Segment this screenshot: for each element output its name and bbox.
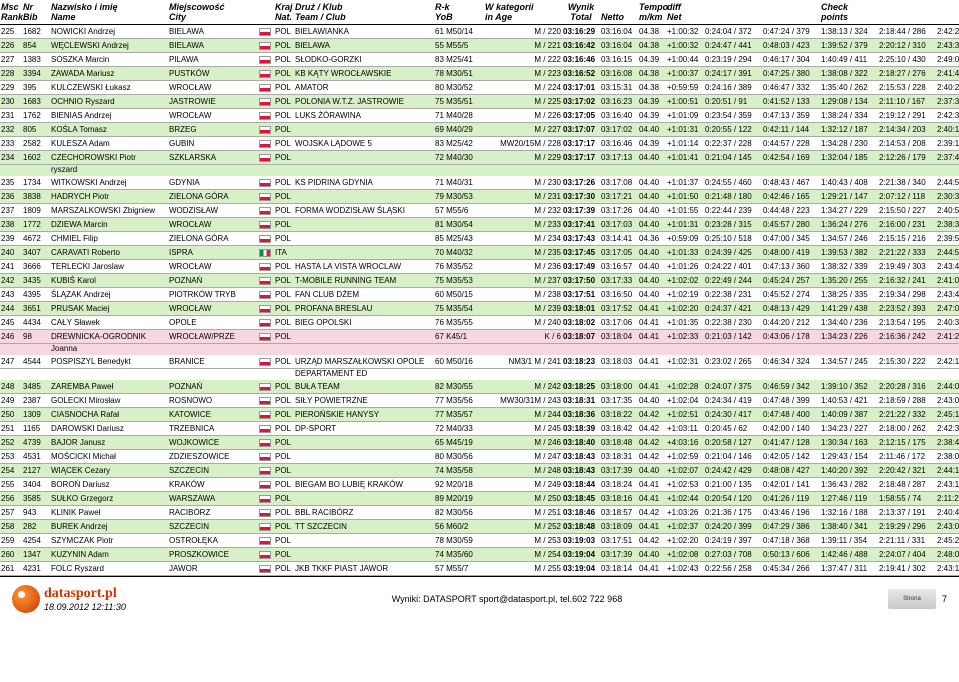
table-row: 2332582KULESZA AdamGUBINPOLWOJSKA LĄDOWE…: [0, 137, 959, 151]
footer: datasport.pl 18.09.2012 12:11:30 Wyniki:…: [0, 576, 959, 621]
col-diff: diffNet: [666, 0, 704, 25]
table-row: 2311762BIENIAS AndrzejWROCŁAWPOLLUKS ŻÓR…: [0, 109, 959, 123]
col-age: W kategoriiin Age: [484, 0, 562, 25]
col-wynik-total: WynikTotal: [562, 0, 600, 25]
col-nat: KrajNat.: [274, 0, 294, 25]
col-cp2: [762, 0, 820, 25]
col-tempo: Tempom/km: [638, 0, 666, 25]
table-row: 2454434CAŁY SławekOPOLEPOLBIEG OPOLSKI76…: [0, 316, 959, 330]
table-row: 226854WĘCLEWSKI AndrzejBIELAWAPOLBIELAWA…: [0, 39, 959, 53]
table-subrow: ryszard: [0, 165, 959, 177]
table-row: 257943KLINIK PawełRACIBÓRZPOLBBL RACIBÓR…: [0, 506, 959, 520]
credits: Wyniki: DATASPORT sport@datasport.pl, te…: [392, 594, 623, 604]
table-subrow: Joanna: [0, 344, 959, 356]
table-row: 258282BUREK AndrzejSZCZECINPOLTT SZCZECI…: [0, 520, 959, 534]
table-row: 2363838HADRYCH PiotrZIELONA GÓRAPOL79 M3…: [0, 190, 959, 204]
col-cp4: [878, 0, 936, 25]
table-row: 2283394ZAWADA MariuszPUSTKÓWPOLKB KĄTY W…: [0, 67, 959, 81]
table-row: 2443651PRUSAK MaciejWROCŁAWPOLPROFANA BR…: [0, 302, 959, 316]
results-table: MscRank NrBib Nazwisko i imięName Miejsc…: [0, 0, 959, 576]
table-row: 24698DREWNICKA-OGRODNIKWROCŁAW/PRZEPOL67…: [0, 330, 959, 344]
table-row: 2601347KUZYNIN AdamPROSZKOWICEPOL74 M35/…: [0, 548, 959, 562]
table-row: 2534531MOŚCICKI MichałZDZIESZOWICEPOL80 …: [0, 450, 959, 464]
datasport-logo: datasport.pl 18.09.2012 12:11:30: [12, 585, 126, 613]
table-row: 2351734WITKOWSKI AndrzejGDYNIAPOLKS PIDR…: [0, 176, 959, 190]
table-row: 232805KOŚLA TomaszBRZEGPOL69 M40/29M / 2…: [0, 123, 959, 137]
table-row: 2553404BOROŃ DariuszKRAKÓWPOLBIEGAM BO L…: [0, 478, 959, 492]
table-row: 2483485ZAREMBA PawełPOZNAŃPOLBUŁA TEAM82…: [0, 380, 959, 394]
table-row: 2614231FOLC RyszardJAWORPOLJKB TKKF PIAS…: [0, 562, 959, 576]
table-row: 2371809MARSZALKOWSKI ZbigniewWODZISŁAWPO…: [0, 204, 959, 218]
col-flag: [258, 0, 274, 25]
table-row: 2511165DAROWSKI DariuszTRZEBNICAPOLDP-SP…: [0, 422, 959, 436]
table-row: 2251682NOWICKI AndrzejBIELAWAPOLBIELAWIA…: [0, 25, 959, 39]
col-club: Druż / KlubTeam / Club: [294, 0, 434, 25]
table-row: 2301683OCHNIO RyszardJASTROWIEPOLPOLONIA…: [0, 95, 959, 109]
timestamp: 18.09.2012 12:11:30: [44, 602, 126, 612]
col-cp1: [704, 0, 762, 25]
table-row: 2341602CZECHOROWSKI PiotrSZKLARSKAPOL72 …: [0, 151, 959, 165]
table-row: 2563585SUŁKO GrzegorzWARSZAWAPOL89 M20/1…: [0, 492, 959, 506]
table-row: 2594254SZYMCZAK PiotrOSTROŁĘKAPOL78 M30/…: [0, 534, 959, 548]
table-row: 2423435KUBIŚ KarolPOZNAŃPOLT-MOBILE RUNN…: [0, 274, 959, 288]
page-number: 7: [942, 594, 947, 604]
table-row: 2434395ŚLĄZAK AndrzejPIOTRKÓW TRYBPOLFAN…: [0, 288, 959, 302]
table-row: 2474544POSPISZYL BenedyktBRANICEPOLURZĄD…: [0, 355, 959, 369]
col-name: Nazwisko i imięName: [50, 0, 168, 25]
col-wynik-netto: Netto: [600, 0, 638, 25]
table-row: 2542127WIĄCEK CezarySZCZECINPOL74 M35/58…: [0, 464, 959, 478]
table-row: 2524739BAJOR JanuszWOJKOWICEPOL65 M45/19…: [0, 436, 959, 450]
col-city: MiejscowośćCity: [168, 0, 258, 25]
datasport-logo-text: datasport.pl: [44, 586, 126, 602]
table-row: 2381772DZIEWA MarcinWROCŁAWPOL81 M30/54M…: [0, 218, 959, 232]
strona-logo: Strona: [888, 589, 936, 609]
col-bib: NrBib: [22, 0, 50, 25]
col-msc: MscRank: [0, 0, 22, 25]
table-row: 2413666TERLECKI JaroslawWROCŁAWPOLHASTA …: [0, 260, 959, 274]
col-yob: R-kYoB: [434, 0, 484, 25]
col-cp5: [936, 0, 959, 25]
table-row: 2492387GOLECKI MirosławROSNOWOPOLSIŁY PO…: [0, 394, 959, 408]
col-cp-label: Check points: [820, 0, 878, 25]
table-row: 2501309CIASNOCHA RafałKATOWICEPOLPIEROŃS…: [0, 408, 959, 422]
table-subrow: DEPARTAMENT ED: [0, 369, 959, 381]
datasport-logo-icon: [12, 585, 40, 613]
table-row: 2271383SOSZKA MarcinPILAWAPOLSŁODKO-GORZ…: [0, 53, 959, 67]
table-row: 2394672CHMIEL FilipZIELONA GÓRAPOL85 M25…: [0, 232, 959, 246]
table-row: 2403407CARAVATI RobertoISPRAITA70 M40/32…: [0, 246, 959, 260]
table-row: 229395KULCZEWSKI ŁukaszWROCŁAWPOLAMATOR8…: [0, 81, 959, 95]
